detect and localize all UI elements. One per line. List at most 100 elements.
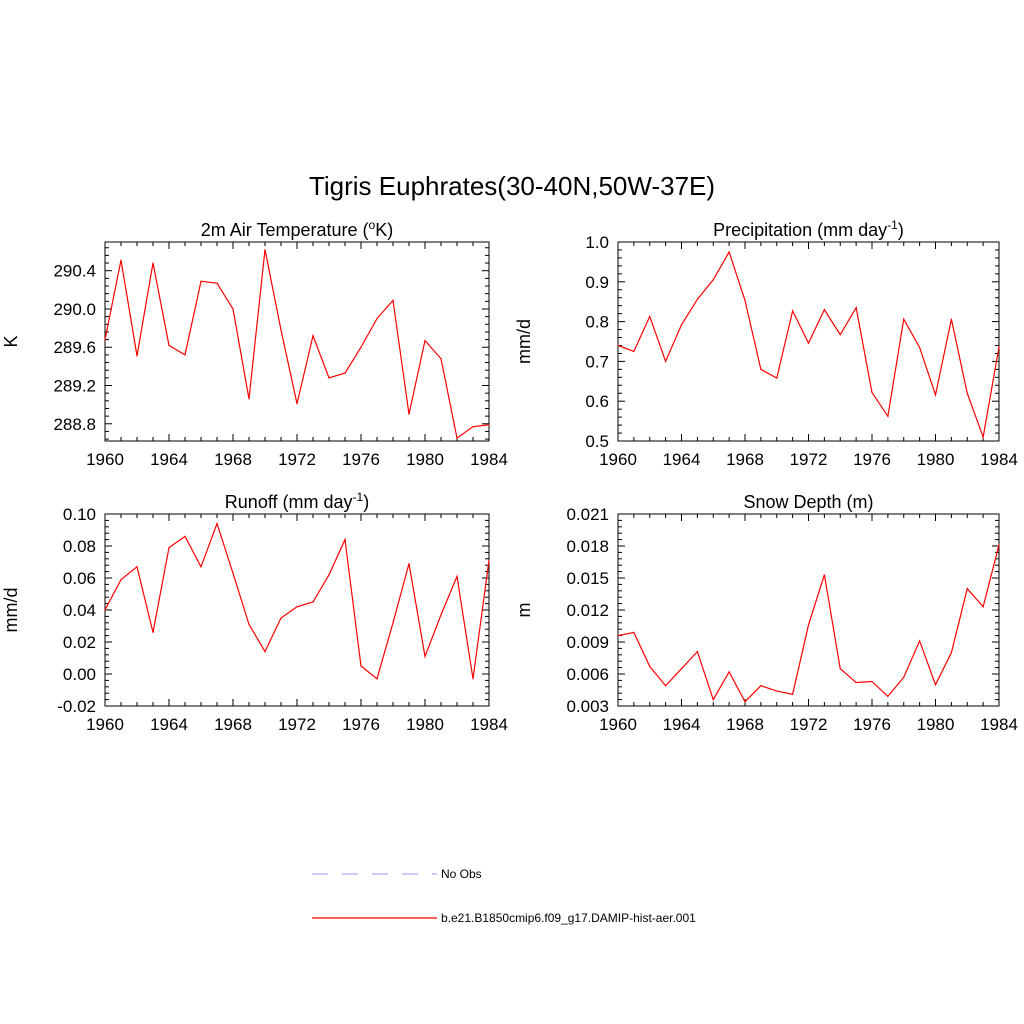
- x-tick-label: 1972: [278, 715, 316, 734]
- y-tick-label: 289.6: [53, 338, 96, 357]
- y-tick-label: 0.018: [566, 537, 609, 556]
- data-point: [232, 308, 234, 310]
- plot-frame: [104, 241, 490, 442]
- data-point: [200, 280, 202, 282]
- y-tick-label: 0.006: [566, 665, 609, 684]
- panel-title: Snow Depth (m): [743, 492, 873, 512]
- data-point: [744, 701, 746, 703]
- data-point: [328, 574, 330, 576]
- x-tick-label: 1960: [86, 450, 124, 469]
- panel-4: 1960 1964 1968 1972 1976 1980 1984 0.003 0.006 0.…: [514, 492, 1018, 734]
- x-tick-label: 1980: [917, 450, 955, 469]
- data-point: [360, 346, 362, 348]
- data-point: [680, 668, 683, 670]
- data-point: [807, 342, 810, 344]
- data-point: [152, 631, 154, 634]
- data-point: [440, 358, 442, 360]
- data-point: [456, 437, 458, 439]
- x-tick-label: 1960: [599, 715, 637, 734]
- data-point: [344, 539, 346, 541]
- x-tick-label: 1968: [726, 715, 764, 734]
- data-point: [934, 394, 937, 396]
- x-tick-label: 1964: [150, 450, 188, 469]
- panel-title: Runoff (mm day-1): [225, 490, 369, 512]
- data-point: [152, 262, 154, 264]
- y-tick-label: 290.0: [53, 300, 96, 319]
- x-tick-label: 1984: [470, 450, 508, 469]
- data-point: [696, 651, 698, 653]
- panel-3: 1960 1964 1968 1972 1976 1980 1984 -0.02 0.00 0.0…: [1, 490, 508, 734]
- data-point: [392, 622, 394, 624]
- data-point: [617, 344, 619, 347]
- data-point: [982, 436, 984, 438]
- series-line: [617, 250, 1000, 440]
- data-point: [934, 684, 937, 686]
- data-point: [617, 635, 619, 637]
- data-point: [855, 307, 857, 309]
- plot-frame: [617, 513, 1000, 707]
- data-point: [712, 279, 714, 281]
- series-line: [104, 521, 490, 680]
- data-point: [488, 424, 490, 426]
- y-tick-label: 0.8: [585, 313, 609, 332]
- data-point: [776, 690, 778, 692]
- data-point: [136, 355, 138, 357]
- y-tick-label: 0.021: [566, 505, 609, 524]
- data-point: [871, 391, 873, 394]
- data-point: [168, 344, 170, 346]
- data-point: [744, 299, 746, 302]
- y-tick-label: 0.06: [63, 569, 96, 588]
- x-tick-label: 1960: [86, 715, 124, 734]
- x-tick-label: 1984: [980, 450, 1018, 469]
- series-line: [104, 249, 490, 440]
- x-tick-label: 1960: [599, 450, 637, 469]
- y-axis-label: m: [514, 603, 534, 618]
- data-point: [216, 523, 218, 525]
- data-point: [424, 655, 426, 658]
- data-point: [633, 350, 635, 353]
- y-tick-label: 0.003: [566, 697, 609, 716]
- data-point: [472, 426, 474, 428]
- data-point: [264, 651, 266, 653]
- x-tick-label: 1968: [214, 715, 252, 734]
- data-point: [104, 609, 106, 611]
- data-point: [998, 544, 1000, 546]
- x-tick-label: 1980: [406, 715, 444, 734]
- data-point: [792, 693, 794, 695]
- data-point: [966, 392, 968, 394]
- data-point: [280, 617, 282, 619]
- data-point: [184, 535, 186, 538]
- data-point: [232, 572, 234, 574]
- x-tick-label: 1976: [342, 450, 380, 469]
- data-point: [456, 575, 458, 578]
- data-point: [168, 547, 170, 549]
- data-point: [649, 665, 651, 668]
- data-point: [871, 680, 873, 683]
- data-point: [408, 413, 410, 415]
- data-point: [312, 335, 314, 337]
- data-point: [919, 640, 921, 642]
- y-tick-label: 0.00: [63, 665, 96, 684]
- data-point: [360, 665, 362, 667]
- data-point: [966, 588, 968, 590]
- x-tick-label: 1980: [406, 450, 444, 469]
- panel-title: Precipitation (mm day-1): [713, 218, 904, 240]
- data-point: [248, 623, 250, 626]
- data-point: [296, 606, 298, 608]
- data-point: [919, 346, 921, 349]
- x-tick-label: 1968: [726, 450, 764, 469]
- data-point: [728, 671, 730, 673]
- data-point: [950, 652, 952, 654]
- data-point: [903, 676, 905, 678]
- data-point: [903, 318, 905, 320]
- data-point: [376, 678, 378, 680]
- y-tick-label: 288.8: [53, 415, 96, 434]
- panel-1: 1960 1964 1968 1972 1976 1980 1984 288.8 289.2 28…: [1, 218, 508, 469]
- y-axis-label: mm/d: [1, 588, 21, 633]
- data-point: [120, 259, 122, 261]
- data-point: [950, 318, 952, 320]
- y-tick-label: 0.9: [585, 273, 609, 292]
- data-point: [280, 329, 282, 331]
- y-tick-label: 0.5: [585, 432, 609, 451]
